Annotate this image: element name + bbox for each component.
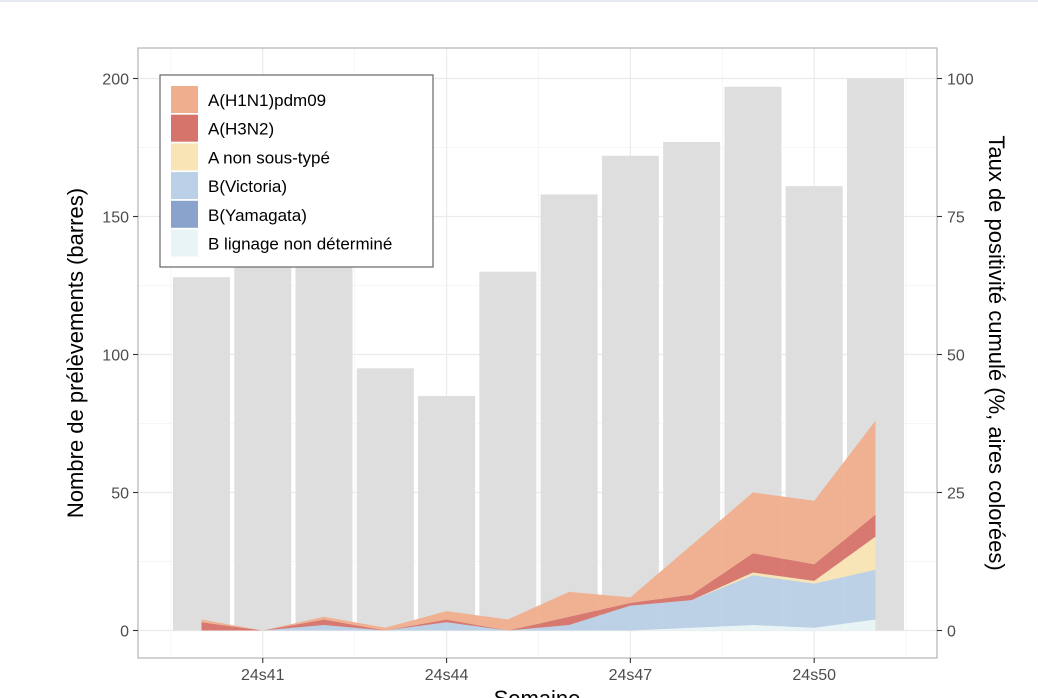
y2-tick-label: 100 [947, 72, 974, 89]
y-tick-label: 0 [120, 624, 129, 641]
bar-24s46 [540, 194, 598, 631]
bar-24s45 [479, 271, 537, 631]
bar-24s44 [418, 395, 476, 631]
left-axis-ticks: 0 50 100 150 200 [102, 72, 138, 641]
y-axis-title: Nombre de prélèvements (barres) [63, 188, 88, 518]
bar-24s47 [601, 155, 659, 631]
legend-swatch [171, 200, 198, 228]
y-tick-label: 50 [111, 486, 129, 503]
y-tick-label: 200 [102, 72, 129, 89]
legend-label: A non sous-typé [208, 148, 330, 167]
top-border-line [0, 0, 1038, 2]
legend-swatch [171, 86, 198, 113]
legend-label: B(Yamagata) [208, 206, 307, 225]
legend-swatch [171, 172, 198, 200]
y2-tick-label: 75 [947, 210, 965, 227]
x-axis-title: Semaine [494, 686, 581, 698]
area-a-h3n2- [201, 514, 876, 631]
area-a-h1n1-pdm09 [201, 420, 876, 631]
legend-swatch [171, 114, 198, 142]
y2-axis-title: Taux de positivité cumulé (%, aires colo… [984, 135, 1009, 570]
x-tick-label: 24s44 [425, 667, 469, 684]
legend-label: A(H1N1)pdm09 [208, 91, 326, 110]
legend: A(H1N1)pdm09 A(H3N2) A non sous-typé B(Vict… [159, 74, 434, 268]
x-axis-ticks: 24s41 24s44 24s47 24s50 [241, 658, 836, 684]
legend-swatch [171, 143, 198, 171]
right-axis-ticks: 0 25 50 75 100 [937, 72, 974, 641]
area-b-victoria- [201, 569, 876, 631]
x-tick-label: 24s47 [609, 667, 653, 684]
area-b-lignage-non-d-termin- [201, 619, 876, 631]
y2-tick-label: 25 [947, 486, 965, 503]
bar-24s42 [295, 263, 353, 631]
legend-label: B(Victoria) [208, 177, 287, 196]
legend-label: B lignage non déterminé [208, 235, 392, 254]
bar-24s43 [356, 368, 414, 631]
legend-box [159, 74, 434, 268]
bars-layer [173, 78, 904, 631]
y-tick-label: 150 [102, 210, 129, 227]
x-tick-label: 24s50 [792, 667, 836, 684]
legend-label: A(H3N2) [208, 120, 274, 139]
x-tick-label: 24s41 [241, 667, 285, 684]
y-tick-label: 100 [102, 348, 129, 365]
y2-tick-label: 0 [947, 624, 956, 641]
y2-tick-label: 50 [947, 348, 965, 365]
areas-layer [201, 420, 876, 631]
bar-24s40 [173, 277, 230, 631]
plot-panel-border [137, 47, 938, 659]
legend-swatch [171, 229, 198, 257]
bar-24s41 [234, 263, 292, 631]
